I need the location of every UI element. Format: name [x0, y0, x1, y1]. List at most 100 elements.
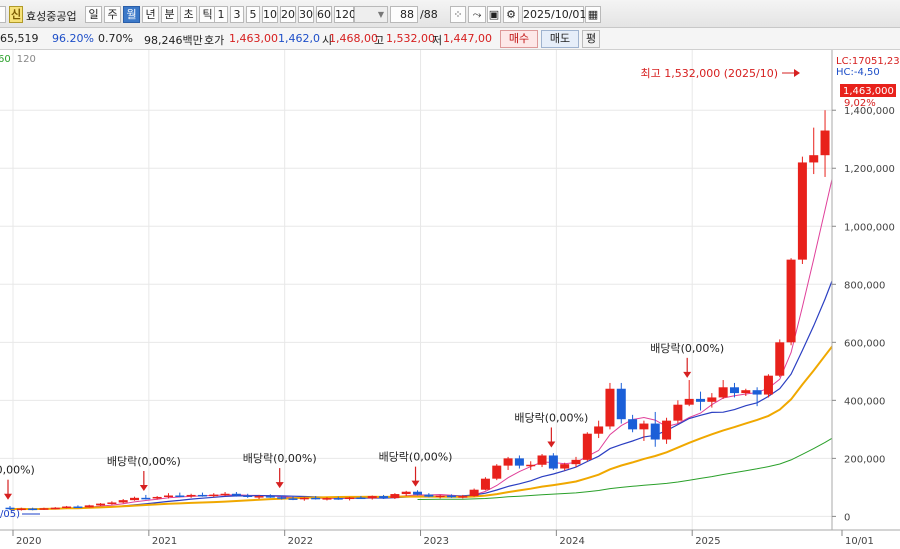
candle-body[interactable]	[152, 496, 162, 499]
candle-body[interactable]	[322, 498, 332, 500]
candle-body[interactable]	[820, 130, 830, 156]
candle-body[interactable]	[809, 155, 819, 163]
minute-button-120[interactable]: 120	[334, 6, 356, 23]
candle-body[interactable]	[28, 508, 38, 511]
candle-body[interactable]	[62, 506, 72, 509]
candle-body[interactable]	[684, 398, 694, 405]
candle-body[interactable]	[96, 503, 106, 506]
candle-body[interactable]	[458, 496, 468, 498]
candle-body[interactable]	[650, 423, 660, 440]
candle-body[interactable]	[197, 494, 207, 497]
candle-body[interactable]	[480, 478, 490, 490]
period-button-1[interactable]: 주	[104, 6, 121, 23]
period-button-6[interactable]: 틱	[199, 6, 216, 23]
candle-body[interactable]	[741, 390, 751, 394]
candle-body[interactable]	[526, 464, 536, 467]
candle-body[interactable]	[107, 502, 117, 504]
candle-body[interactable]	[265, 496, 275, 498]
candle-body[interactable]	[163, 495, 173, 498]
candle-body[interactable]	[288, 498, 298, 500]
candle-body[interactable]	[367, 496, 377, 499]
candle-body[interactable]	[469, 489, 479, 497]
candle-body[interactable]	[243, 495, 253, 498]
candle-body[interactable]	[424, 494, 434, 497]
minute-button-60[interactable]: 60	[316, 6, 332, 23]
period-button-0[interactable]: 일	[85, 6, 102, 23]
candle-body[interactable]	[209, 494, 219, 497]
candle-body[interactable]	[763, 375, 773, 395]
candle-body[interactable]	[220, 493, 230, 496]
candle-body[interactable]	[118, 500, 128, 503]
minute-button-1[interactable]: 1	[214, 6, 228, 23]
candle-body[interactable]	[662, 420, 672, 440]
candle-body[interactable]	[311, 497, 321, 500]
candle-body[interactable]	[345, 497, 355, 500]
gear-icon[interactable]: ⚙	[503, 6, 519, 23]
candle-body[interactable]	[571, 459, 581, 465]
candle-body[interactable]	[231, 493, 241, 496]
eval-button[interactable]: 평	[582, 30, 600, 48]
candle-body[interactable]	[514, 458, 524, 466]
candle-body[interactable]	[718, 387, 728, 398]
candle-body[interactable]	[582, 433, 592, 460]
candle-body[interactable]	[707, 397, 717, 402]
period-button-2[interactable]: 월	[123, 6, 140, 23]
candle-body[interactable]	[39, 508, 49, 510]
candle-body[interactable]	[254, 496, 264, 498]
candle-body[interactable]	[446, 495, 456, 498]
candle-body[interactable]	[560, 464, 570, 469]
candle-body[interactable]	[186, 494, 196, 497]
candle-body[interactable]	[333, 498, 343, 500]
candle-body[interactable]	[379, 496, 389, 499]
candle-body[interactable]	[616, 388, 626, 420]
candle-body[interactable]	[73, 506, 83, 509]
candle-body[interactable]	[673, 404, 683, 421]
candle-body[interactable]	[492, 465, 502, 479]
candle-body[interactable]	[5, 507, 15, 510]
candle-body[interactable]	[537, 455, 547, 465]
period-dropdown[interactable]: ▼	[354, 6, 388, 23]
candle-body[interactable]	[435, 495, 445, 498]
candle-body[interactable]	[390, 494, 400, 499]
candle-body[interactable]	[594, 426, 604, 434]
candle-body[interactable]	[628, 419, 638, 430]
sell-button[interactable]: 매도	[541, 30, 579, 48]
candle-body[interactable]	[84, 505, 94, 508]
candle-body[interactable]	[413, 491, 423, 495]
period-button-4[interactable]: 분	[161, 6, 178, 23]
period-button-5[interactable]: 초	[180, 6, 197, 23]
candle-body[interactable]	[639, 423, 649, 430]
candle-body[interactable]	[175, 495, 185, 498]
candle-body[interactable]	[299, 497, 309, 500]
minute-button-10[interactable]: 10	[262, 6, 278, 23]
period-button-3[interactable]: 년	[142, 6, 159, 23]
candle-body[interactable]	[729, 387, 739, 394]
count-input[interactable]: 88	[390, 6, 418, 23]
minute-button-3[interactable]: 3	[230, 6, 244, 23]
candle-body[interactable]	[503, 458, 513, 466]
date-input[interactable]: 2025/10/01	[522, 6, 587, 23]
trend-tool-icon[interactable]: ⤳	[468, 6, 486, 23]
candle-body[interactable]	[786, 259, 796, 343]
candle-body[interactable]	[797, 162, 807, 260]
candle-body[interactable]	[696, 398, 706, 402]
candle-body[interactable]	[605, 388, 615, 427]
dots-tool-icon[interactable]: ⁘	[450, 6, 466, 23]
candle-body[interactable]	[277, 497, 287, 499]
candle-body[interactable]	[775, 342, 785, 376]
scroll-left-button[interactable]	[0, 6, 6, 23]
candle-body[interactable]	[50, 507, 60, 510]
minute-button-30[interactable]: 30	[298, 6, 314, 23]
price-chart[interactable]: 락(0,00%) 배당락(0,00%) 배당락(0,00%) 배당락(0,00%) 배당…	[0, 50, 900, 549]
candle-body[interactable]	[356, 497, 366, 500]
buy-button[interactable]: 매수	[500, 30, 538, 48]
minute-button-5[interactable]: 5	[246, 6, 260, 23]
candle-body[interactable]	[401, 491, 411, 495]
candle-body[interactable]	[141, 497, 151, 500]
stock-name[interactable]: 효성중공업	[26, 10, 77, 23]
candle-body[interactable]	[130, 497, 140, 501]
minute-button-20[interactable]: 20	[280, 6, 296, 23]
save-icon[interactable]: ▣	[487, 6, 501, 23]
calendar-icon[interactable]: ▦	[585, 6, 601, 23]
candle-body[interactable]	[752, 390, 762, 395]
